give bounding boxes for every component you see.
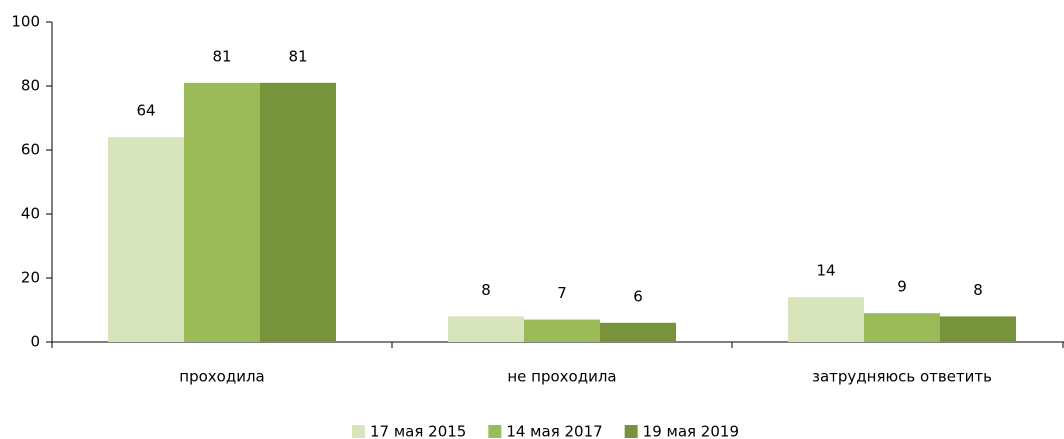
value-label: 6 (633, 287, 643, 305)
legend-swatch (352, 425, 365, 438)
legend-label: 19 мая 2019 (643, 423, 739, 439)
value-label: 7 (557, 284, 567, 302)
bar (184, 82, 260, 343)
value-label: 8 (481, 281, 491, 299)
value-label: 81 (212, 47, 231, 65)
value-label: 8 (973, 281, 983, 299)
x-tick-label: не проходила (507, 368, 616, 386)
value-label: 9 (897, 278, 907, 296)
bar (524, 319, 600, 342)
bar (600, 322, 676, 342)
x-tick-label: затрудняюсь ответить (812, 368, 992, 386)
y-tick-label: 40 (21, 205, 40, 223)
bar (940, 316, 1016, 342)
bar (108, 137, 184, 342)
legend-label: 17 мая 2015 (370, 423, 466, 439)
value-label: 14 (816, 262, 835, 280)
y-tick-label: 60 (21, 141, 40, 159)
bar (864, 313, 940, 342)
value-label: 81 (288, 47, 307, 65)
legend-swatch (624, 425, 638, 438)
legend-label: 14 мая 2017 (506, 423, 602, 439)
y-tick-label: 20 (21, 269, 40, 287)
value-label: 64 (136, 102, 155, 120)
x-tick-label: проходила (179, 368, 264, 386)
bar (448, 316, 524, 342)
legend-swatch (488, 425, 502, 438)
bar (260, 82, 336, 343)
bar (788, 297, 864, 342)
y-tick-label: 0 (30, 333, 40, 351)
y-tick-label: 100 (11, 13, 40, 31)
y-tick-label: 80 (21, 77, 40, 95)
